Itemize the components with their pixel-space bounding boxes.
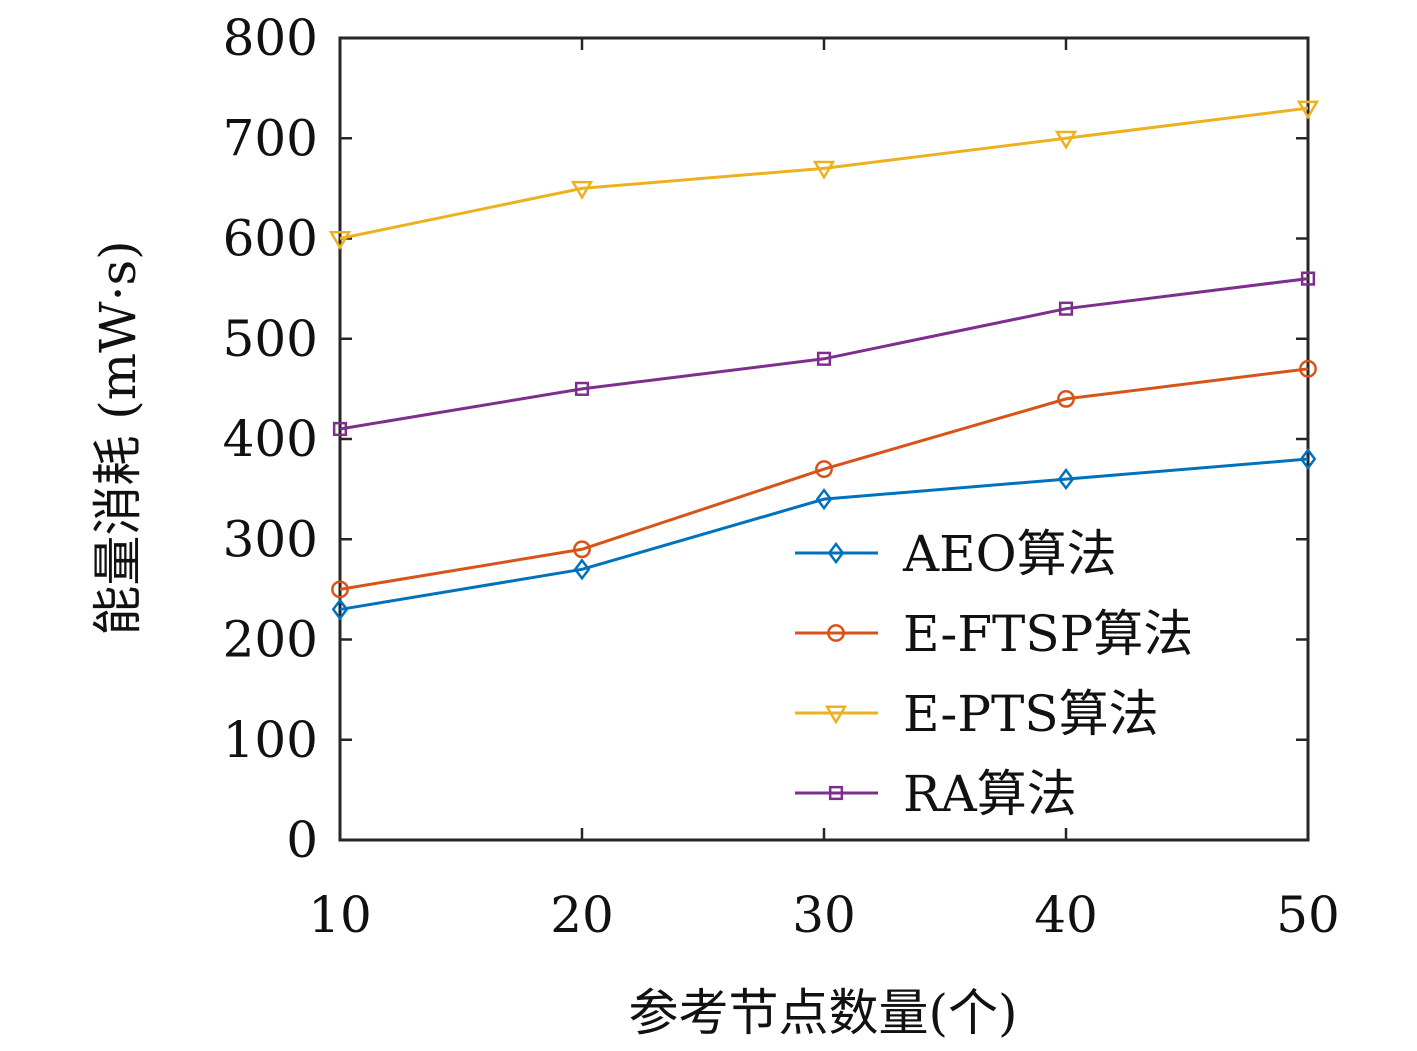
y-tick-label: 500 (223, 310, 318, 368)
legend-label: RA算法 (903, 765, 1077, 823)
x-tick-label: 30 (792, 886, 856, 944)
x-axis: 10 20 30 40 50 (308, 38, 1340, 944)
y-tick-label: 600 (223, 210, 318, 268)
data-point (570, 180, 594, 200)
legend-marker (828, 785, 844, 801)
y-tick-label: 300 (223, 510, 318, 568)
data-point (1057, 390, 1075, 408)
plot-area (338, 36, 1310, 842)
data-point (1054, 130, 1078, 150)
series-line (339, 457, 1309, 611)
data-point (1058, 301, 1074, 316)
legend-entry-2: E-FTSP算法 (795, 605, 1193, 663)
data-point (815, 460, 833, 478)
data-point (1299, 359, 1317, 378)
y-axis: 0 100 200 300 400 500 600 700 800 (223, 9, 1308, 869)
data-point (1299, 447, 1317, 471)
data-point (332, 421, 348, 437)
data-point (573, 558, 591, 581)
y-tick-label: 0 (286, 811, 318, 869)
data-point (816, 351, 832, 366)
series-4 (332, 271, 1316, 437)
y-axis-label: 能量消耗 (mW·s) (89, 240, 147, 635)
legend-entry-1: AEO算法 (795, 525, 1117, 583)
series-1 (331, 447, 1317, 621)
x-tick-label: 50 (1276, 886, 1340, 944)
y-tick-label: 800 (223, 9, 318, 67)
x-tick-label: 40 (1034, 886, 1098, 944)
data-point (1296, 100, 1320, 120)
y-tick-label: 700 (223, 109, 318, 167)
series-line (339, 277, 1309, 431)
legend-marker (827, 541, 845, 565)
data-point (1057, 468, 1075, 491)
y-tick-label: 400 (223, 410, 318, 468)
series-line (339, 106, 1309, 240)
legend-label: E-FTSP算法 (903, 605, 1193, 663)
legend-label: AEO算法 (902, 525, 1117, 583)
legend-entry-4: RA算法 (795, 765, 1077, 823)
data-point (1300, 271, 1316, 286)
x-axis-label: 参考节点数量(个) (628, 984, 1017, 1042)
legend-entry-3: E-PTS算法 (795, 685, 1159, 743)
data-point (815, 488, 833, 511)
legend-marker (824, 705, 848, 725)
plot-box (338, 36, 1310, 842)
data-point (574, 381, 590, 396)
data-point (328, 230, 352, 250)
legend-marker (827, 624, 845, 642)
y-tick-label: 100 (223, 711, 318, 769)
data-point (573, 540, 591, 559)
y-tick-label: 200 (223, 611, 318, 669)
data-point (331, 580, 349, 599)
series-line (339, 367, 1309, 591)
series-3 (328, 100, 1320, 250)
series-layer (328, 100, 1320, 621)
x-tick-label: 10 (308, 886, 372, 944)
x-tick-label: 20 (550, 886, 614, 944)
legend-label: E-PTS算法 (903, 685, 1159, 743)
data-point (812, 160, 836, 180)
data-point (331, 598, 349, 621)
series-2 (331, 359, 1317, 599)
legend: AEO算法 E-FTSP算法 E-PTS算法 RA算法 (795, 525, 1193, 823)
